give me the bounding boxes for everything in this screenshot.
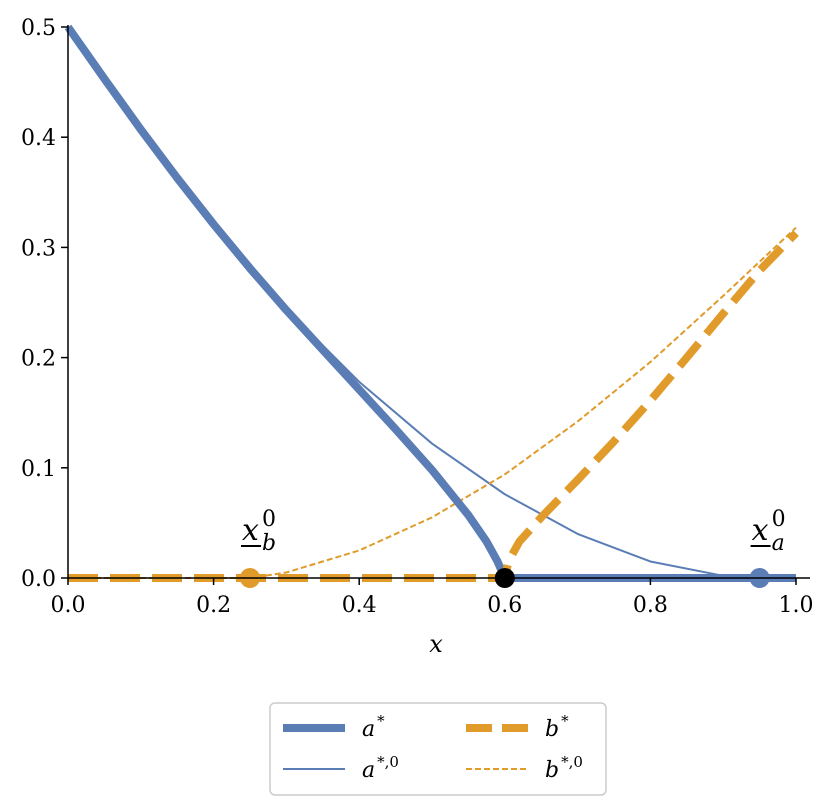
- legend-label-superscript: *: [561, 712, 569, 730]
- legend-label-superscript: *,0: [377, 753, 399, 771]
- x_a-zero-label: x 0a: [750, 507, 786, 556]
- legend-label-superscript: *: [377, 712, 385, 730]
- y-tick-label: 0.5: [21, 16, 56, 41]
- x-tick-label: 0.2: [196, 593, 231, 618]
- annotation-superscript: 0: [772, 507, 786, 532]
- legend: a * b *a *,0 b *,0: [269, 702, 607, 796]
- x-tick-label: 0.8: [633, 593, 668, 618]
- legend-label-superscript: *,0: [561, 753, 583, 771]
- series-line-b: [68, 230, 799, 582]
- annotation-main: x: [242, 513, 259, 548]
- x-tick-label: 0.0: [51, 593, 86, 618]
- y-tick-label: 0.0: [21, 567, 56, 592]
- annotation-subscript: a: [772, 531, 785, 556]
- y-tick-label: 0.1: [21, 457, 56, 482]
- series-line-a: [64, 24, 796, 582]
- x-tick-label: 0.6: [487, 593, 522, 618]
- annotation-superscript: 0: [262, 507, 276, 532]
- legend-label: b *: [545, 712, 569, 742]
- annotation-subscript: b: [262, 531, 276, 556]
- annotation-main: x: [752, 513, 769, 548]
- y-tick-label: 0.3: [21, 236, 56, 261]
- annotations: x 0b x 0a: [241, 507, 786, 556]
- series-line-a-0: [67, 26, 796, 579]
- x-tick-label: 1.0: [779, 593, 814, 618]
- x-tick-label: 0.4: [342, 593, 377, 618]
- legend-item: b *: [466, 712, 569, 742]
- x-axis-label: x: [429, 630, 443, 658]
- y-tick-label: 0.2: [21, 347, 56, 372]
- series-line-b-0: [68, 226, 797, 579]
- plot-area: [64, 24, 799, 588]
- y-tick-label: 0.4: [21, 126, 56, 151]
- x_b-zero-label: x 0b: [241, 507, 276, 556]
- axes: 0.0 0.2 0.4 0.6 0.8 1.0 0.0 0.1 0.2 0.3 0.4 0.5 x: [21, 16, 814, 658]
